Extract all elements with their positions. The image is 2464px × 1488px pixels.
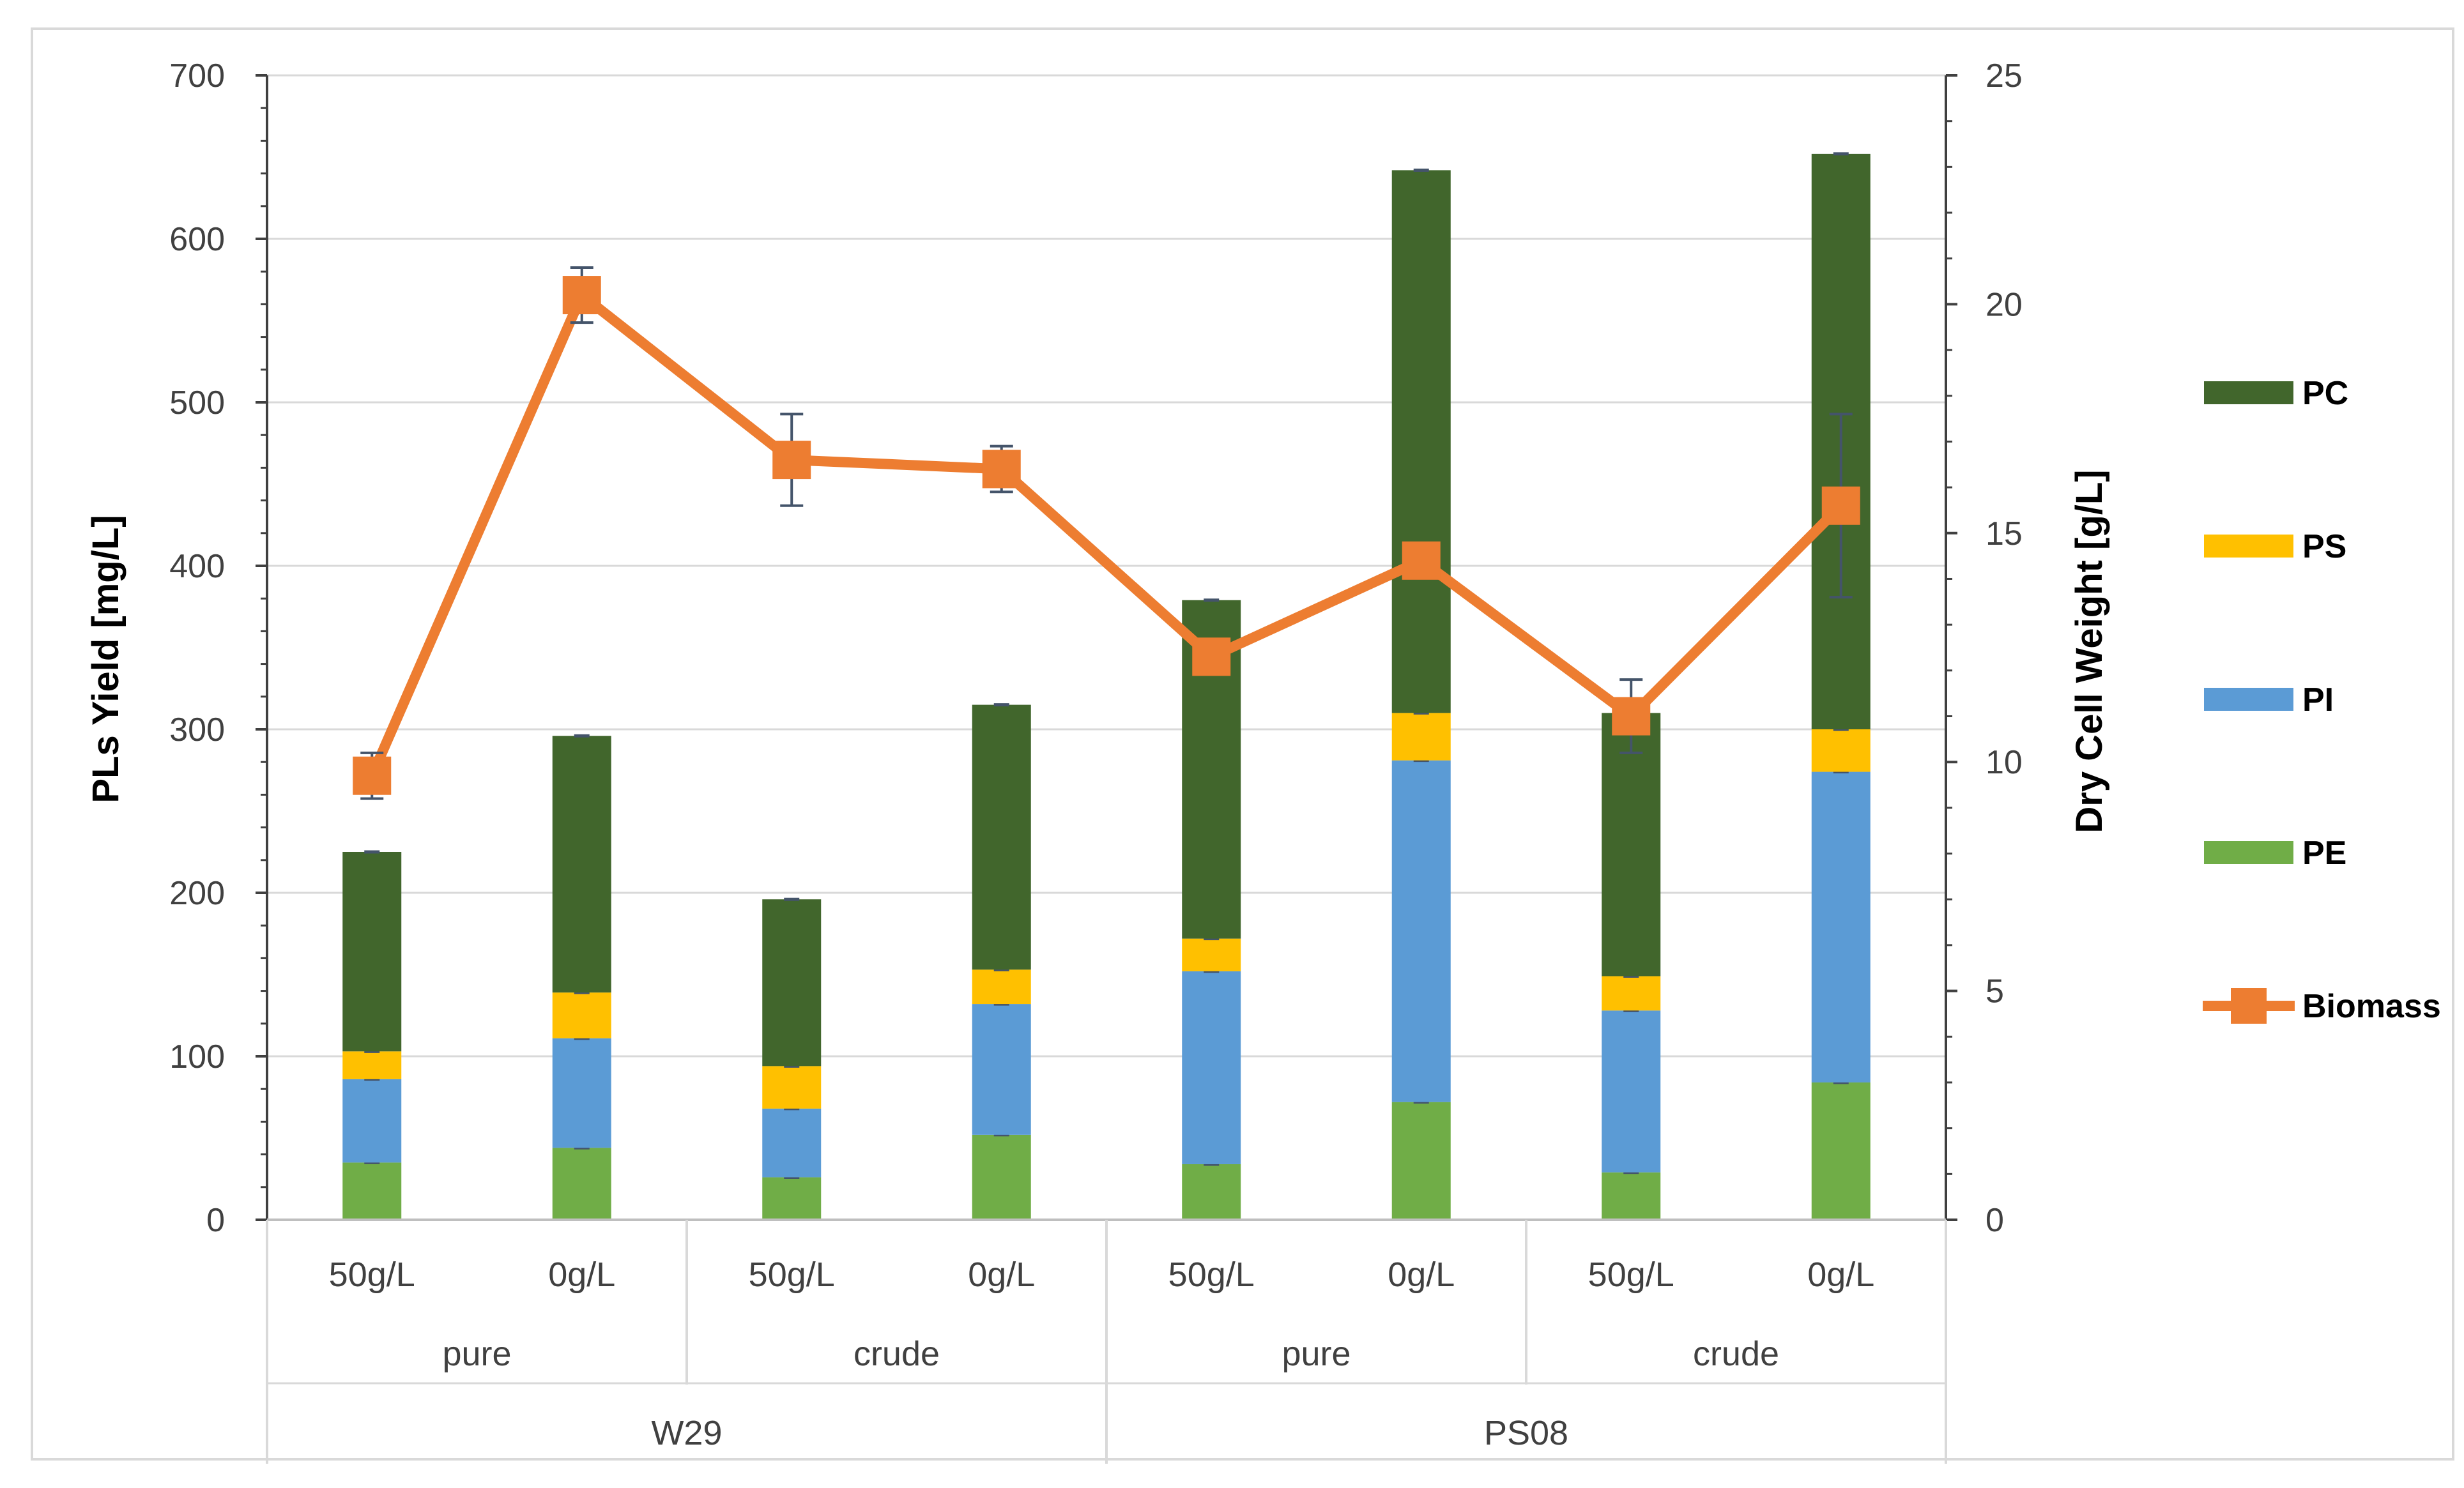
legend-swatch-pc <box>2204 381 2293 404</box>
biomass-marker <box>353 756 392 795</box>
x-group-label-substrate: pure <box>442 1335 511 1373</box>
bar-pe <box>552 1148 611 1220</box>
y-right-tick-label: 15 <box>1986 515 2023 552</box>
biomass-line <box>353 266 1860 800</box>
bar-pe <box>762 1177 822 1220</box>
bar-pi <box>1811 771 1871 1082</box>
y-left-axis-title: PLs Yield [mg/L] <box>85 515 126 803</box>
biomass-line-path <box>367 290 1845 778</box>
y-left-tick-label: 100 <box>169 1038 225 1075</box>
biomass-marker <box>1402 541 1441 580</box>
bar-pi <box>1602 1010 1661 1173</box>
legend-label-pc: PC <box>2302 375 2348 412</box>
bar-ps <box>1602 976 1661 1011</box>
bar-pi <box>972 1004 1031 1135</box>
gridlines <box>267 74 1946 1058</box>
x-tick-label-concentration: 0g/L <box>1388 1256 1455 1294</box>
y-left-tick-label: 700 <box>169 57 225 95</box>
stacked-bars <box>342 152 1871 1220</box>
y-right-tick-label: 5 <box>1986 973 2004 1010</box>
legend-swatch-pi <box>2204 688 2293 711</box>
bar-pc <box>1602 713 1661 976</box>
biomass-marker <box>562 276 601 315</box>
bar-ps <box>972 969 1031 1005</box>
y-right-tick-label: 25 <box>1986 57 2023 95</box>
bar-ps <box>552 992 611 1038</box>
x-group-label-substrate: pure <box>1282 1335 1351 1373</box>
bar-pe <box>1391 1102 1451 1220</box>
x-group-label-substrate: crude <box>1693 1335 1779 1373</box>
legend-marker-biomass <box>2231 988 2267 1024</box>
legend-swatch-ps <box>2204 535 2293 558</box>
biomass-marker <box>772 441 811 480</box>
x-group-label-strain: W29 <box>651 1414 722 1452</box>
x-tick-label-concentration: 50g/L <box>329 1256 415 1294</box>
bar-ps <box>1182 938 1241 971</box>
legend-swatch-pe <box>2204 841 2293 864</box>
x-tick-label-concentration: 0g/L <box>548 1256 615 1294</box>
biomass-marker <box>1821 486 1860 525</box>
legend: PC PS PI PE Biomass <box>2203 375 2441 1025</box>
bar-pe <box>342 1162 402 1220</box>
bar-ps <box>1811 729 1871 772</box>
y-left-tick-label: 200 <box>169 875 225 912</box>
y-right-tick-label: 10 <box>1986 744 2023 781</box>
bar-ps <box>762 1066 822 1109</box>
y-left-tick-label: 400 <box>169 548 225 585</box>
y-right-tick-label: 0 <box>1986 1202 2004 1239</box>
x-tick-label-concentration: 50g/L <box>1168 1256 1255 1294</box>
y-left-tick-label: 0 <box>206 1202 225 1239</box>
axes <box>256 74 1957 1464</box>
y-right-axis-title: Dry Cell Weight [g/L] <box>2069 469 2110 833</box>
x-tick-label-concentration: 0g/L <box>1807 1256 1874 1294</box>
bar-pi <box>1182 971 1241 1164</box>
x-tick-label-concentration: 0g/L <box>968 1256 1035 1294</box>
axis-labels: 0 100 200 300 400 500 600 700 0 5 10 15 20 25 50g/L 0g/… <box>169 57 2023 1452</box>
bar-ps <box>342 1051 402 1079</box>
legend-label-ps: PS <box>2302 528 2346 565</box>
y-left-tick-label: 300 <box>169 711 225 748</box>
x-group-label-substrate: crude <box>853 1335 940 1373</box>
bar-pe <box>1811 1082 1871 1220</box>
legend-label-pe: PE <box>2302 835 2346 872</box>
bar-pe <box>1602 1172 1661 1220</box>
chart-border <box>31 27 2454 1461</box>
bar-pe <box>972 1134 1031 1220</box>
bar-pi <box>762 1108 822 1178</box>
y-left-tick-label: 500 <box>169 384 225 421</box>
bar-ps <box>1391 713 1451 761</box>
bar-pi <box>1391 760 1451 1102</box>
bar-pe <box>1182 1164 1241 1220</box>
y-right-tick-label: 20 <box>1986 286 2023 323</box>
biomass-marker <box>982 450 1021 489</box>
y-left-tick-label: 600 <box>169 221 225 258</box>
bar-pc <box>552 736 611 993</box>
x-tick-label-concentration: 50g/L <box>1588 1256 1674 1294</box>
biomass-marker <box>1192 637 1231 676</box>
bar-pc <box>342 852 402 1052</box>
bar-pc <box>762 899 822 1067</box>
bar-pi <box>342 1079 402 1163</box>
bar-pc <box>1391 170 1451 713</box>
legend-label-biomass: Biomass <box>2302 988 2441 1025</box>
legend-label-pi: PI <box>2302 681 2334 718</box>
bar-pc <box>972 704 1031 970</box>
biomass-marker <box>1612 697 1651 736</box>
x-tick-label-concentration: 50g/L <box>749 1256 835 1294</box>
x-group-label-strain: PS08 <box>1484 1414 1568 1452</box>
bar-pi <box>552 1038 611 1148</box>
